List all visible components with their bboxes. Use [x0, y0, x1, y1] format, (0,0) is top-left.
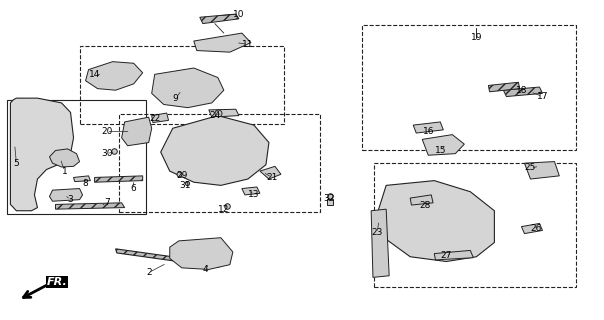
Polygon shape: [10, 98, 74, 211]
Text: 3: 3: [68, 195, 74, 204]
Polygon shape: [115, 249, 219, 267]
Text: 13: 13: [248, 190, 260, 199]
Text: FR.: FR.: [47, 277, 67, 287]
Text: 20: 20: [101, 127, 112, 136]
Polygon shape: [121, 117, 152, 146]
Text: 15: 15: [434, 146, 446, 155]
Polygon shape: [410, 195, 433, 205]
Text: 12: 12: [218, 205, 230, 214]
Polygon shape: [50, 188, 83, 201]
Polygon shape: [86, 62, 143, 90]
Polygon shape: [503, 87, 542, 97]
Text: 24: 24: [209, 111, 220, 120]
Polygon shape: [200, 14, 239, 24]
Text: 1: 1: [62, 167, 68, 176]
Text: 30: 30: [101, 149, 112, 158]
Text: 16: 16: [423, 127, 434, 136]
Text: 7: 7: [104, 198, 109, 207]
Polygon shape: [242, 187, 260, 195]
Polygon shape: [260, 166, 281, 179]
Polygon shape: [194, 33, 251, 52]
Polygon shape: [377, 180, 495, 261]
Text: 14: 14: [89, 70, 100, 79]
Polygon shape: [371, 209, 389, 277]
Text: 10: 10: [233, 10, 245, 19]
Bar: [362, 25, 576, 150]
Text: 23: 23: [371, 228, 383, 237]
Text: 18: 18: [516, 86, 527, 95]
Polygon shape: [422, 135, 464, 155]
Text: 2: 2: [146, 268, 152, 277]
Text: 11: 11: [242, 40, 254, 49]
Text: 32: 32: [323, 194, 335, 203]
Text: 21: 21: [266, 173, 278, 182]
Polygon shape: [74, 176, 91, 181]
Polygon shape: [56, 203, 124, 209]
Text: 5: 5: [13, 159, 19, 168]
Polygon shape: [50, 149, 80, 167]
Text: 29: 29: [176, 172, 187, 180]
Text: 8: 8: [83, 179, 88, 188]
Polygon shape: [521, 223, 542, 234]
Polygon shape: [413, 122, 443, 133]
Text: 27: 27: [440, 251, 452, 260]
Text: 9: 9: [173, 94, 179, 103]
Polygon shape: [95, 176, 143, 182]
Polygon shape: [170, 238, 233, 269]
Polygon shape: [524, 162, 559, 179]
Text: 22: 22: [149, 114, 160, 123]
Bar: [80, 46, 284, 124]
Polygon shape: [209, 109, 239, 117]
Polygon shape: [161, 116, 269, 185]
Text: 26: 26: [531, 224, 542, 233]
Bar: [374, 163, 576, 287]
Text: 17: 17: [537, 92, 548, 101]
Bar: [7, 100, 146, 214]
Text: 31: 31: [179, 181, 190, 190]
Text: 19: 19: [471, 33, 482, 42]
Polygon shape: [434, 251, 474, 260]
Text: 4: 4: [203, 265, 208, 274]
Polygon shape: [489, 82, 519, 92]
Text: 6: 6: [131, 184, 137, 193]
Bar: [118, 114, 320, 212]
Polygon shape: [152, 113, 169, 123]
Polygon shape: [152, 68, 224, 108]
Text: 28: 28: [420, 202, 431, 211]
Text: 25: 25: [525, 164, 536, 172]
